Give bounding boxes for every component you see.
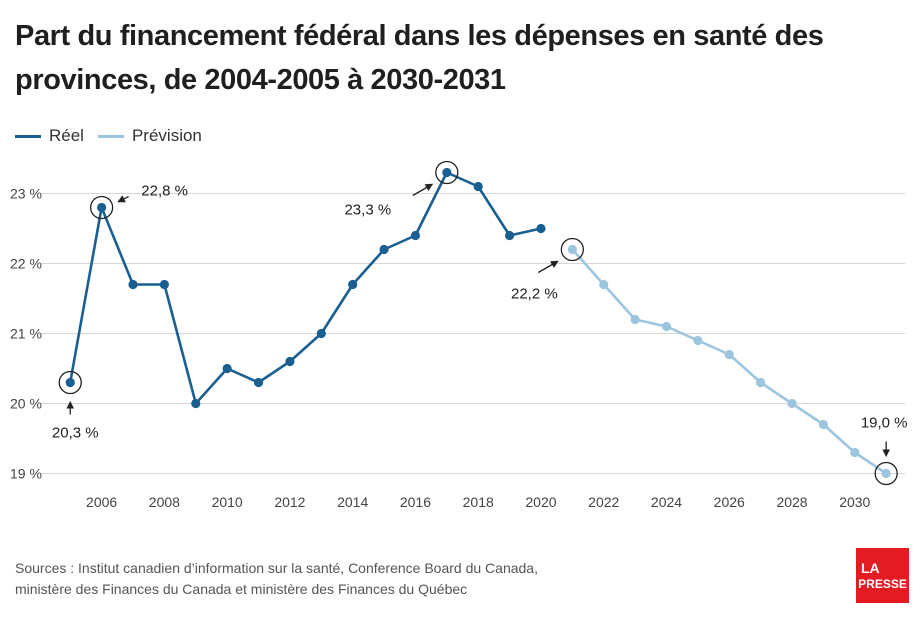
highlight-ring [89,195,114,220]
series-line-prevision [571,248,887,475]
legend-label-reel: Réel [49,126,84,145]
highlight-ring [435,160,459,185]
highlight-ring [58,370,82,395]
x-tick-label: 2014 [337,494,368,510]
data-point-prevision [787,398,797,409]
chart-title: Part du financement fédéral dans les dép… [15,20,824,96]
x-tick-label: 2028 [776,494,807,510]
data-point-prevision [850,447,860,458]
annotation-label: 20,3 % [52,425,99,442]
annotation-label: 22,2 % [511,286,558,303]
x-tick-label: 2008 [149,494,180,510]
y-tick-label: 20 % [10,396,42,412]
data-point-prevision [661,321,672,332]
legend-swatch-reel [15,134,41,138]
line-chart: 19 % 20 % 21 % 22 % 23 % 2006 2008 2010 2012 2014… [10,160,908,510]
y-tick-label: 21 % [10,326,42,342]
data-point-reel [536,223,546,234]
legend-swatch-prevision [97,134,124,138]
data-point-prevision [599,279,609,290]
x-tick-label: 2022 [588,494,619,510]
series-line-reel [68,171,542,405]
highlight-ring [874,461,898,486]
data-point-reel [379,244,389,255]
highlight-ring [560,237,585,262]
annotation-arrow [117,195,129,203]
data-point-reel [65,377,75,388]
x-tick-label: 2012 [274,494,305,510]
data-point-reel [253,377,264,388]
annotation-label: 19,0 % [861,415,908,432]
annotation-arrow [412,183,434,197]
data-point-prevision [567,244,577,255]
data-point-reel [473,181,483,192]
data-point-reel [159,279,169,290]
data-point-reel [191,398,201,409]
data-point-prevision [881,468,891,479]
data-point-reel [410,230,421,241]
legend-item-reel: Réel [15,126,84,146]
x-tick-label: 2018 [463,494,494,510]
sources-line-2: ministère des Finances du Canada et mini… [15,581,468,597]
logo-text-line-2: PRESSE [858,576,907,591]
x-tick-label: 2024 [651,494,682,510]
annotation-arrow [538,260,559,274]
logo-text-line-1: LA [861,559,880,576]
data-point-reel [316,328,326,339]
annotation-label: 22,8 % [141,183,188,200]
sources-note: Sources : Institut canadien d’informatio… [15,558,775,600]
data-point-prevision [630,314,640,325]
x-tick-label: 2006 [86,494,117,510]
data-point-prevision [693,335,703,346]
data-point-reel [97,202,107,213]
data-point-reel [504,230,515,241]
sources-line-1: Sources : Institut canadien d’informatio… [15,560,538,576]
chart-legend: Réel Prévision [15,125,216,147]
y-tick-label: 23 % [10,186,42,202]
data-point-reel [285,356,295,367]
x-tick-label: 2026 [714,494,745,510]
y-tick-label: 22 % [10,256,42,272]
data-point-prevision [724,349,734,360]
data-point-reel [442,167,452,178]
x-tick-label: 2020 [525,494,556,510]
x-tick-label: 2016 [400,494,431,510]
data-point-reel [222,363,232,374]
data-point-reel [348,279,358,290]
y-tick-label: 19 % [10,466,42,482]
data-point-prevision [756,377,766,388]
annotation-label: 23,3 % [344,202,391,219]
legend-item-prevision: Prévision [97,126,202,146]
data-point-reel [128,279,138,290]
la-presse-logo: LA PRESSE [856,548,909,603]
x-tick-label: 2010 [212,494,243,510]
x-tick-label: 2030 [839,494,870,510]
data-point-prevision [818,419,829,430]
legend-label-prevision: Prévision [131,126,202,145]
